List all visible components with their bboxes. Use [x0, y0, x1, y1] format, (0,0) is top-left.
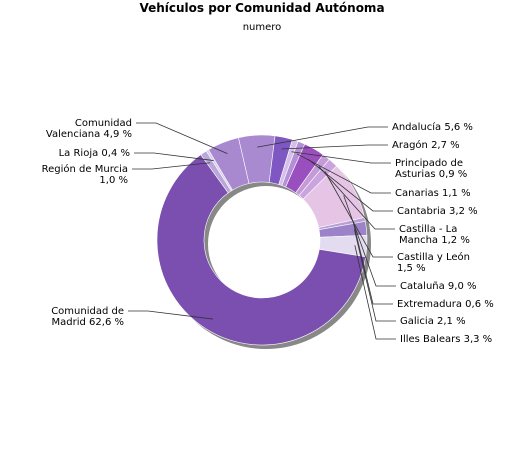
leader-extremadura [352, 221, 393, 305]
leader-region-de-murcia [132, 162, 211, 170]
label-comunidad-de-madrid: Comunidad de Madrid 62,6 % [51, 306, 124, 328]
leader-castilla-la-mancha [318, 166, 395, 230]
leader-cantabria [307, 158, 393, 212]
label-illes-balears: Illes Balears 3,3 % [400, 334, 492, 345]
slice-comunidad-valenciana [208, 137, 250, 191]
leader-comunidad-valenciana [136, 122, 228, 155]
label-cataluna: Cataluña 9,0 % [400, 281, 477, 292]
label-aragon: Aragón 2,7 % [392, 139, 460, 151]
leader-principado-de-asturias [291, 151, 391, 164]
label-castilla-la-mancha: Castilla - La Mancha 1,2 % [399, 224, 470, 246]
leader-galicia [354, 229, 396, 322]
label-galicia: Galicia 2,1 % [400, 316, 466, 327]
label-extremadura: Extremadura 0,6 % [397, 299, 494, 310]
chart-subtitle: numero [243, 22, 282, 33]
label-canarias: Canarias 1,1 % [395, 188, 471, 199]
leaders-group [128, 122, 396, 340]
labels-group: Andalucía 5,6 % Aragón 2,7 % Principado de… [42, 118, 494, 345]
leader-aragon [281, 144, 388, 150]
label-comunidad-valenciana: Comunidad Valenciana 4,9 % [46, 118, 132, 140]
label-region-de-murcia: Región de Murcia 1,0 % [42, 163, 128, 186]
chart-title: Vehículos por Comunidad Autónoma [139, 1, 384, 15]
label-la-rioja: La Rioja 0,4 % [59, 148, 130, 159]
label-andalucia: Andalucía 5,6 % [392, 121, 473, 133]
label-castilla-y-leon: Castilla y León 1,5 % [397, 251, 470, 274]
leader-comunidad-de-madrid [128, 310, 214, 320]
slices-group [156, 134, 371, 349]
label-cantabria: Cantabria 3,2 % [397, 206, 478, 217]
leader-illes-balears [354, 245, 396, 340]
slice-comunidad-de-madrid [156, 154, 366, 346]
leader-andalucia [257, 126, 388, 148]
leader-la-rioja [134, 152, 214, 161]
leader-castilla-y-leon [324, 171, 393, 258]
leader-canarias [296, 153, 391, 194]
label-principado-de-asturias: Principado de Asturias 0,9 % [395, 158, 467, 180]
